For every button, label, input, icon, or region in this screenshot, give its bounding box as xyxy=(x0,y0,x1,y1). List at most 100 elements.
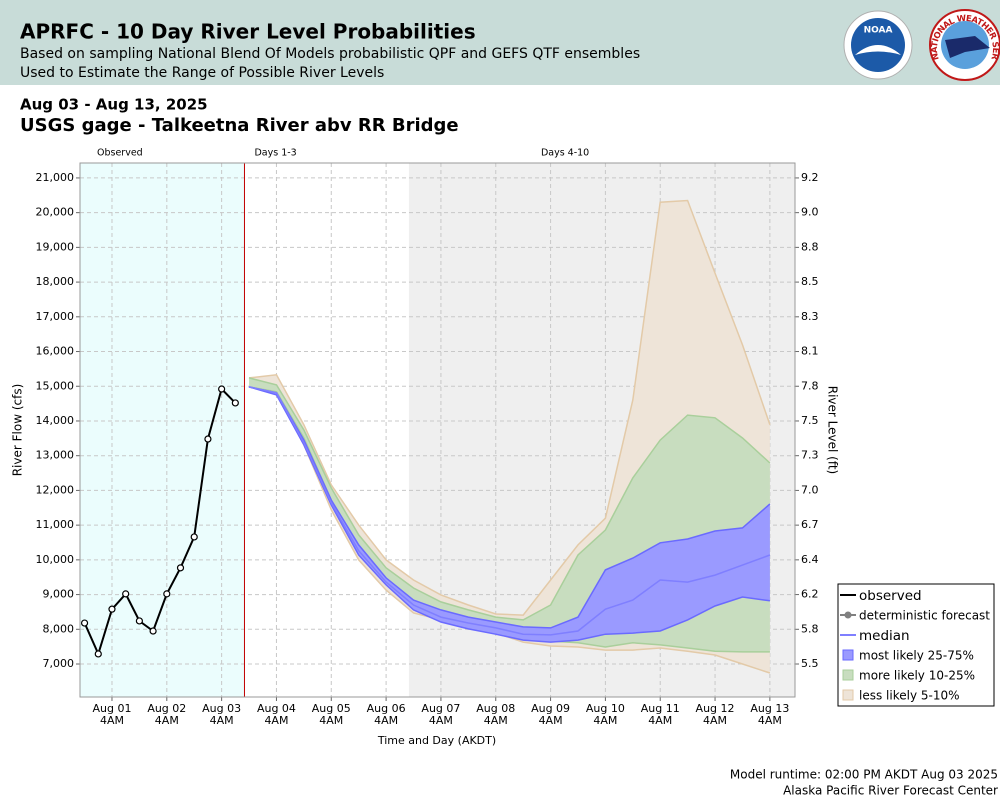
legend-label: less likely 5-10% xyxy=(859,689,960,703)
y-tick-label: 11,000 xyxy=(36,518,75,531)
legend-label: observed xyxy=(859,588,922,604)
y2-tick-label: 5.5 xyxy=(801,657,819,670)
y-tick-label: 12,000 xyxy=(36,483,75,496)
y-tick-label: 9,000 xyxy=(43,588,75,601)
header-band xyxy=(0,0,1000,85)
x-tick-sublabel: 4AM xyxy=(539,714,563,727)
region xyxy=(80,163,245,697)
y2-tick-label: 8.8 xyxy=(801,240,819,253)
y-tick-label: 20,000 xyxy=(36,206,75,219)
point xyxy=(204,435,212,443)
logo-cloud xyxy=(945,36,990,58)
y2-tick-label: 6.2 xyxy=(801,588,819,601)
region-label: Observed xyxy=(97,148,143,159)
legend-label: median xyxy=(859,628,910,644)
y-tick-label: 8,000 xyxy=(43,622,75,635)
band-edge xyxy=(248,199,771,616)
point xyxy=(149,627,157,635)
series-line xyxy=(248,386,771,636)
title: APRFC - 10 Day River Level Probabilities xyxy=(20,20,476,44)
point xyxy=(231,399,239,407)
legend-swatch xyxy=(842,649,854,661)
x-tick-label: Aug 12 xyxy=(696,702,735,715)
band-edge xyxy=(248,386,771,643)
point xyxy=(80,619,89,627)
legend-label: deterministic forecast xyxy=(859,609,990,623)
point xyxy=(135,617,143,625)
legend-swatch xyxy=(842,669,854,681)
x-tick-label: Aug 01 xyxy=(92,702,131,715)
x-tick-sublabel: 4AM xyxy=(264,714,288,727)
y2-tick-label: 8.3 xyxy=(801,310,819,323)
y2-tick-label: 9.2 xyxy=(801,171,819,184)
x-tick-label: Aug 07 xyxy=(421,702,460,715)
x-tick-label: Aug 04 xyxy=(257,702,296,715)
y2-tick-label: 6.4 xyxy=(801,553,819,566)
y2-tick-label: 6.7 xyxy=(801,518,819,531)
logo-bird xyxy=(855,45,901,55)
x-tick-sublabel: 4AM xyxy=(155,714,179,727)
y2-axis-label: River Level (ft) xyxy=(826,386,840,474)
region xyxy=(244,163,409,697)
y-tick-label: 21,000 xyxy=(36,171,75,184)
y-tick-label: 18,000 xyxy=(36,275,75,288)
legend-box xyxy=(837,583,995,707)
y2-tick-label: 7.5 xyxy=(801,414,819,427)
point xyxy=(190,533,198,541)
point xyxy=(218,385,226,393)
x-tick-sublabel: 4AM xyxy=(703,714,727,727)
x-tick-sublabel: 4AM xyxy=(593,714,617,727)
y-tick-label: 19,000 xyxy=(36,240,75,253)
y2-tick-label: 8.1 xyxy=(801,345,819,358)
y-tick-label: 17,000 xyxy=(36,310,75,323)
x-tick-sublabel: 4AM xyxy=(648,714,672,727)
x-tick-label: Aug 11 xyxy=(641,702,680,715)
y2-tick-label: 5.8 xyxy=(801,622,819,635)
point xyxy=(122,590,130,598)
y-tick-label: 13,000 xyxy=(36,449,75,462)
region-label: Days 1-3 xyxy=(254,148,296,159)
x-tick-sublabel: 4AM xyxy=(100,714,124,727)
y-tick-label: 14,000 xyxy=(36,414,75,427)
center: Alaska Pacific River Forecast Center xyxy=(783,784,998,798)
y2-tick-label: 7.3 xyxy=(801,449,819,462)
x-tick-label: Aug 08 xyxy=(476,702,515,715)
x-tick-sublabel: 4AM xyxy=(374,714,398,727)
legend-label: most likely 25-75% xyxy=(859,649,974,663)
legend-dot xyxy=(844,611,852,619)
y-axis-label: River Flow (cfs) xyxy=(11,384,25,477)
plot-frame xyxy=(79,162,796,698)
x-tick-label: Aug 13 xyxy=(750,702,789,715)
x-tick-sublabel: 4AM xyxy=(319,714,343,727)
x-tick-sublabel: 4AM xyxy=(758,714,782,727)
x-tick-label: Aug 06 xyxy=(367,702,406,715)
noaa-logo: NOAA xyxy=(843,10,913,80)
band-edge xyxy=(248,386,771,629)
y2-tick-label: 7.0 xyxy=(801,483,819,496)
x-tick-sublabel: 4AM xyxy=(210,714,234,727)
point xyxy=(94,650,102,658)
legend-swatch xyxy=(842,689,854,701)
y2-tick-label: 7.8 xyxy=(801,379,819,392)
y-tick-label: 7,000 xyxy=(43,657,75,670)
subtitle: Based on sampling National Blend Of Mode… xyxy=(20,46,640,62)
station: USGS gage - Talkeetna River abv RR Bridg… xyxy=(20,115,459,136)
point xyxy=(163,590,171,598)
x-axis-label: Time and Day (AKDT) xyxy=(377,734,496,747)
logo-text: NOAA xyxy=(864,26,893,36)
date-range: Aug 03 - Aug 13, 2025 xyxy=(20,96,208,114)
y2-tick-label: 8.5 xyxy=(801,275,819,288)
y2-tick-label: 9.0 xyxy=(801,206,819,219)
x-tick-sublabel: 4AM xyxy=(484,714,508,727)
x-tick-label: Aug 05 xyxy=(312,702,351,715)
band-edge xyxy=(248,377,771,621)
x-tick-label: Aug 09 xyxy=(531,702,570,715)
subtitle: Used to Estimate the Range of Possible R… xyxy=(20,65,384,81)
y-tick-label: 15,000 xyxy=(36,379,75,392)
series-line xyxy=(83,387,237,657)
x-tick-label: Aug 10 xyxy=(586,702,625,715)
y-tick-label: 16,000 xyxy=(36,345,75,358)
runtime: Model runtime: 02:00 PM AKDT Aug 03 2025 xyxy=(730,768,998,782)
x-tick-sublabel: 4AM xyxy=(429,714,453,727)
